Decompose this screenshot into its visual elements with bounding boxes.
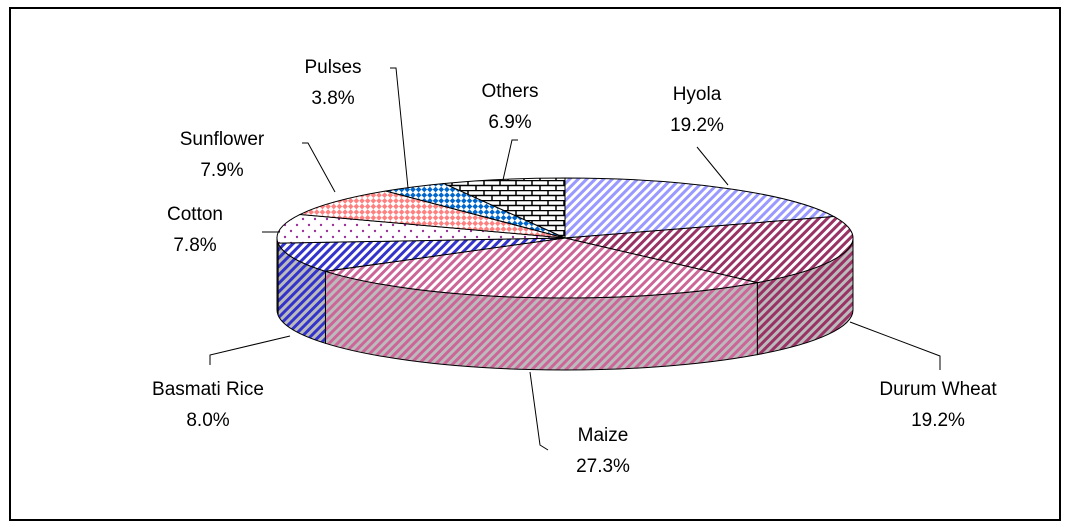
leader-line [302, 142, 336, 193]
slice-label: Durum Wheat [879, 379, 997, 400]
value-label: 7.9% [200, 160, 243, 181]
slice-side [276, 237, 279, 316]
slice [325, 237, 758, 299]
slice-label: Maize [578, 425, 629, 446]
leader-line [849, 321, 941, 370]
value-label: 19.2% [911, 410, 965, 431]
slice [276, 213, 566, 244]
leader-line [209, 335, 291, 365]
value-label: 27.3% [576, 456, 630, 477]
slice [564, 216, 854, 284]
value-label: 7.8% [173, 235, 216, 256]
slice-label: Hyola [673, 84, 722, 105]
value-label: 3.8% [311, 88, 354, 109]
slice [277, 237, 566, 272]
leader-line [696, 146, 729, 186]
slice-label: Basmati Rice [152, 379, 264, 400]
value-label: 6.9% [488, 112, 531, 133]
slice-label: Others [481, 81, 538, 102]
slice-label: Sunflower [180, 129, 265, 150]
leader-line [529, 371, 549, 451]
leader-line [390, 67, 409, 189]
slice [564, 177, 836, 239]
value-label: 19.2% [670, 115, 724, 136]
slice [298, 190, 566, 239]
value-label: 8.0% [186, 410, 229, 431]
slice-label: Pulses [304, 57, 361, 78]
slice-label: Cotton [167, 204, 223, 225]
leader-line [502, 139, 518, 181]
